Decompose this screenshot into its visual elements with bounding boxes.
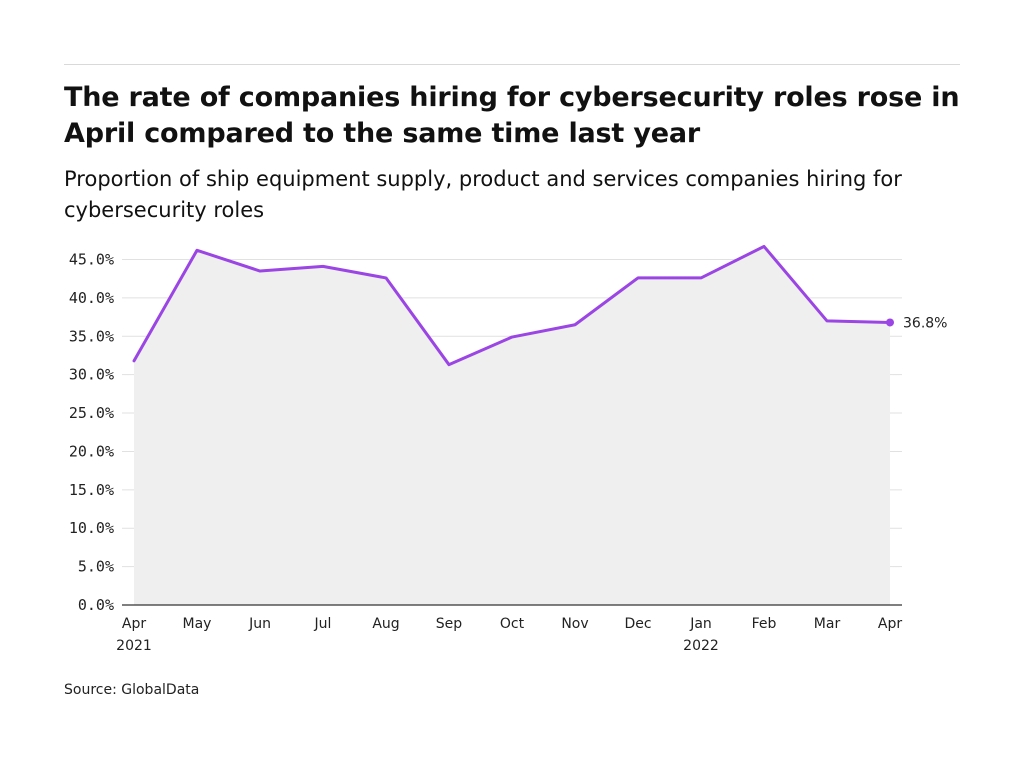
series-line [132, 244, 892, 367]
line-layer [132, 244, 894, 367]
x-tick-year-label: 2021 [116, 638, 152, 654]
chart-title: The rate of companies hiring for cyberse… [64, 82, 960, 149]
x-tick-label: Jan [689, 616, 712, 632]
data-labels: 36.8% [903, 315, 947, 331]
x-tick-label: Jul [314, 616, 332, 632]
y-tick-label: 0.0% [78, 596, 114, 614]
chart-subtitle: Proportion of ship equipment supply, pro… [64, 167, 902, 222]
y-axis-ticks: 0.0% 5.0% 10.0% 15.0% 20.0% 25.0% 30.0% 35.0% 40… [69, 251, 114, 615]
y-tick-label: 45.0% [69, 251, 114, 269]
y-tick-label: 30.0% [69, 366, 114, 384]
x-tick-label: Feb [752, 616, 777, 632]
x-tick-year-label: 2022 [683, 638, 719, 654]
x-tick-label: Oct [500, 616, 525, 632]
area-layer [122, 246, 902, 606]
source-note: Source: GlobalData [64, 682, 200, 698]
y-tick-label: 25.0% [69, 404, 114, 422]
x-tick-label: Dec [624, 616, 651, 632]
top-divider [64, 64, 960, 65]
area-fill [134, 246, 890, 605]
y-tick-label: 10.0% [69, 519, 114, 537]
x-tick-label: Apr [122, 616, 146, 632]
x-tick-label: Aug [372, 616, 399, 632]
x-tick-label: May [183, 616, 212, 632]
x-tick-label: Sep [436, 616, 463, 632]
x-tick-label: Jun [248, 616, 271, 632]
end-point-marker [886, 318, 894, 327]
y-tick-label: 20.0% [69, 442, 114, 460]
x-tick-label: Apr [878, 616, 902, 632]
y-tick-label: 15.0% [69, 481, 114, 499]
x-tick-label: Mar [814, 616, 841, 632]
y-tick-label: 5.0% [78, 558, 114, 576]
y-tick-label: 35.0% [69, 327, 114, 345]
x-axis-ticks: Apr 2021 May Jun Jul Aug Sep Oct Nov Dec Jan 2022 Fe… [116, 616, 902, 654]
y-tick-label: 40.0% [69, 289, 114, 307]
end-value-label: 36.8% [903, 315, 947, 331]
x-tick-label: Nov [561, 616, 588, 632]
